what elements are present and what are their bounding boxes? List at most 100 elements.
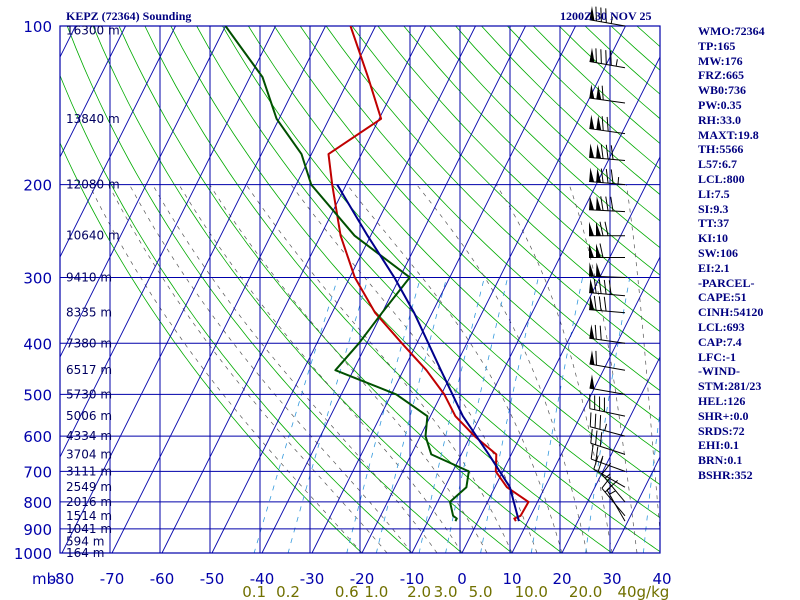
height-label: 594 m	[66, 534, 104, 548]
barb-flag	[596, 115, 602, 131]
barb-flag	[596, 243, 601, 258]
dewpoint-profile	[224, 26, 470, 522]
pressure-tick-label: 500	[23, 386, 52, 404]
stability-indices-panel: WMO:72364 TP:165 MW:176 FRZ:665 WB0:736 PW:0.…	[698, 24, 765, 483]
pressure-tick-label: 600	[23, 428, 52, 446]
moist-adiabat	[346, 184, 563, 553]
temperature-tick-label: -30	[300, 570, 325, 588]
isotherm	[161, 26, 426, 553]
barb-staff	[589, 181, 626, 186]
wind-barb	[589, 84, 626, 104]
temperature-profile	[327, 26, 530, 522]
isotherm	[60, 26, 126, 159]
moist-adiabat	[88, 184, 363, 553]
barb-flag	[596, 196, 602, 211]
height-label: 3704 m	[66, 447, 112, 461]
barb-staff	[589, 209, 626, 213]
isotherm	[411, 55, 660, 553]
moist-adiabat	[108, 184, 388, 553]
temperature-tick-label: 0	[457, 570, 467, 588]
mixing-ratio-line	[585, 277, 631, 553]
barb-full	[598, 279, 602, 294]
height-label: 4334 m	[66, 429, 112, 443]
stability-index: BSHR:352	[698, 467, 753, 482]
mixing-ratio-label: 5.0	[469, 583, 493, 600]
barb-full	[599, 415, 602, 430]
stability-index: LCL:800	[698, 171, 745, 186]
wind-barb	[589, 374, 626, 395]
barb-full	[601, 476, 612, 489]
mixing-ratio-label: 20.0	[569, 583, 602, 600]
barb-staff	[589, 337, 626, 344]
barb-full	[593, 295, 597, 311]
pressure-tick-label: 800	[23, 494, 52, 512]
wind-barb	[589, 167, 626, 186]
barb-full	[603, 296, 607, 312]
barb-flag	[589, 5, 595, 21]
barb-staff	[589, 128, 626, 135]
mixing-ratio-label: 10.0	[515, 583, 548, 600]
wind-barb	[589, 195, 626, 213]
stability-index: SI:9.3	[698, 201, 729, 216]
barb-flag	[589, 262, 595, 277]
barb-flag	[596, 262, 602, 277]
barb-flag	[589, 47, 595, 63]
isotherm	[611, 455, 660, 553]
wind-barb	[589, 5, 626, 27]
barb-full	[595, 350, 597, 366]
barb-flag	[589, 278, 595, 294]
stability-index: WMO:72364	[698, 24, 765, 38]
moist-adiabat	[245, 184, 513, 553]
barb-full	[604, 221, 609, 236]
stability-index: PW:0.35	[698, 97, 742, 112]
barb-full	[598, 296, 602, 311]
wind-barb	[589, 262, 626, 278]
wind-barb	[601, 476, 626, 517]
wind-barb	[589, 221, 625, 237]
mixing-ratio-label: 0.2	[276, 583, 300, 600]
mixing-ratio-label: 3.0	[434, 583, 458, 600]
temperature-tick-label: 20	[552, 570, 571, 588]
barb-flag	[589, 167, 595, 182]
temperature-tick-label: -80	[50, 570, 75, 588]
barb-full	[600, 196, 604, 211]
height-label: 5006 m	[66, 409, 112, 423]
stability-index: EHI:0.1	[698, 438, 740, 453]
pressure-tick-label: 200	[23, 177, 52, 195]
dry-adiabat	[403, 26, 660, 276]
barb-full	[600, 49, 602, 64]
isotherm	[211, 26, 476, 553]
barb-full	[600, 144, 604, 159]
dry-adiabat	[66, 26, 463, 553]
barb-staff	[590, 426, 626, 437]
barb-full	[606, 479, 618, 491]
barb-full	[605, 8, 607, 23]
pressure-tick-label: 700	[23, 463, 52, 481]
barb-full	[599, 243, 604, 258]
pressure-tick-label: 900	[23, 521, 52, 539]
mixing-ratio-line	[642, 409, 660, 553]
height-label: 1514 m	[66, 509, 112, 523]
barb-flag	[589, 84, 595, 99]
height-label: 12080 m	[66, 178, 120, 192]
barb-full	[603, 279, 607, 295]
dry-adiabat	[377, 26, 660, 304]
stability-index: RH:33.0	[698, 112, 741, 127]
isotherm	[361, 26, 626, 553]
wind-barb	[601, 462, 626, 503]
stability-index: LI:7.5	[698, 186, 730, 201]
height-label: 9410 m	[66, 270, 112, 284]
stability-index: CINH:54120	[698, 305, 764, 320]
barb-full	[605, 50, 607, 65]
barb-staff	[589, 19, 626, 27]
temperature-tick-label: -60	[150, 570, 175, 588]
wind-barb	[589, 114, 626, 135]
barb-full	[589, 412, 592, 427]
parcel-profile	[336, 184, 520, 522]
wind-barb	[606, 479, 626, 522]
stability-index: L57:6.7	[698, 157, 737, 172]
barb-half	[604, 423, 608, 431]
stability-index: FRZ:665	[698, 68, 744, 83]
barb-full	[599, 432, 603, 447]
barb-full	[595, 6, 597, 21]
